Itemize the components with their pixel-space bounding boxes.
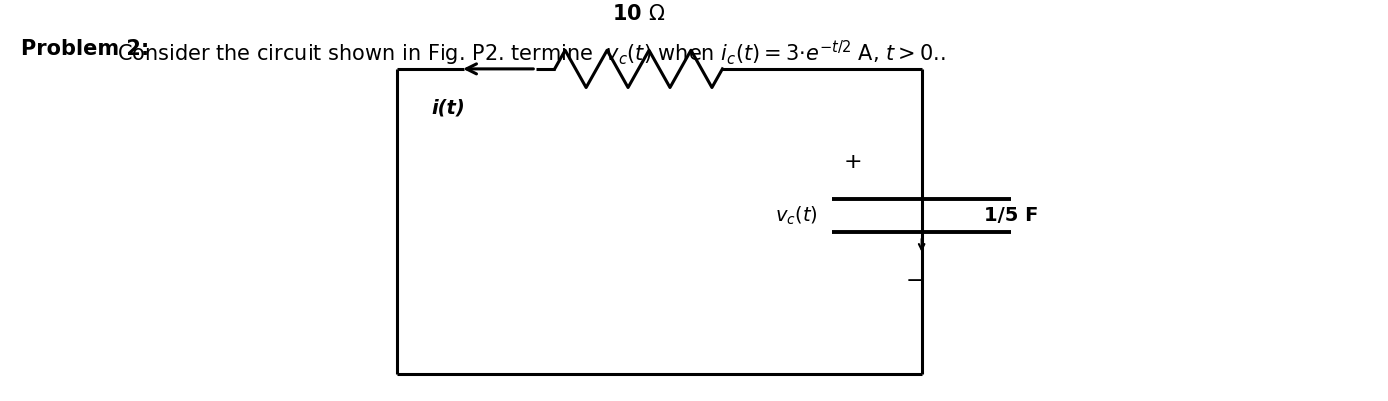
Text: $v_c(t)$: $v_c(t)$: [776, 205, 818, 227]
Text: +: +: [844, 152, 862, 172]
Text: i(t): i(t): [432, 99, 465, 118]
Text: −: −: [905, 271, 924, 291]
Text: Consider the circuit shown in Fig. P2. termine  $v_c(t)$ when $i_c(t) = 3{\cdot}: Consider the circuit shown in Fig. P2. t…: [118, 39, 947, 68]
Text: Problem 2:: Problem 2:: [21, 39, 149, 59]
Text: 1/5 F: 1/5 F: [984, 206, 1038, 225]
Text: 10 $\Omega$: 10 $\Omega$: [612, 4, 665, 24]
